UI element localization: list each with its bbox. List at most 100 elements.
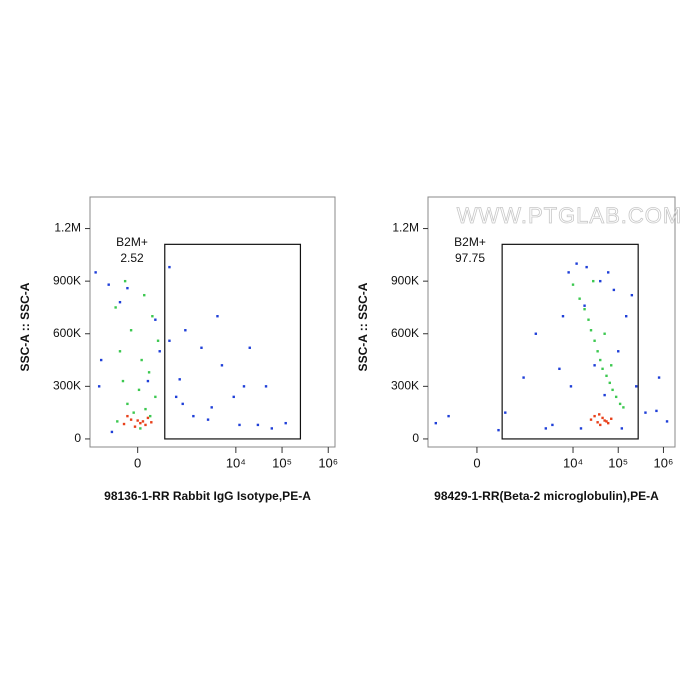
event-dot — [589, 329, 593, 332]
x-tick-label: 10⁵ — [608, 455, 628, 470]
event-dot — [129, 329, 133, 332]
event-dot — [220, 364, 224, 367]
event-dot — [612, 288, 616, 292]
event-dot — [238, 423, 241, 427]
event-dot — [264, 385, 268, 388]
gate-label: B2M+ — [116, 235, 148, 249]
event-dot — [617, 350, 620, 353]
event-dot — [620, 427, 624, 430]
y-tick-label: 1.2M — [54, 221, 81, 235]
event-dot — [614, 395, 618, 399]
x-axis-label: 98429-1-RR(Beta-2 microglobulin),PE-A — [434, 489, 659, 503]
y-tick-label: 600K — [53, 326, 81, 340]
event-dot — [132, 411, 135, 414]
event-dot — [522, 376, 525, 379]
event-dot — [569, 385, 573, 388]
y-tick-label: 900K — [53, 273, 81, 287]
event-dot — [596, 421, 599, 424]
event-dot — [139, 421, 142, 425]
event-dot — [583, 304, 586, 307]
y-axis-label: SSC-A :: SSC-A — [18, 282, 32, 371]
event-dot — [256, 423, 260, 427]
event-dot — [610, 417, 613, 420]
event-dot — [122, 422, 126, 426]
event-dot — [605, 374, 608, 378]
event-dot — [144, 407, 147, 411]
event-dot — [607, 421, 610, 425]
event-dot — [137, 388, 141, 392]
event-dot — [607, 271, 610, 274]
event-dot — [567, 271, 570, 274]
event-dot — [558, 367, 561, 371]
event-dot — [284, 421, 287, 425]
y-tick-label: 300K — [391, 379, 419, 393]
event-dot — [593, 414, 596, 418]
event-dot — [181, 402, 184, 406]
event-dot — [618, 402, 622, 406]
gate-percent: 2.52 — [120, 251, 144, 265]
y-tick-label: 1.2M — [392, 221, 419, 235]
event-dot — [210, 406, 213, 409]
event-dot — [504, 411, 507, 414]
event-dot — [184, 329, 187, 332]
event-dot — [151, 315, 154, 318]
event-dot — [561, 315, 565, 318]
event-dot — [587, 318, 590, 321]
event-dot — [168, 339, 171, 342]
event-dot — [141, 420, 145, 423]
event-dot — [665, 420, 669, 423]
event-dot — [192, 414, 195, 418]
event-dot — [599, 358, 602, 362]
event-dot — [99, 358, 103, 362]
event-dot — [121, 379, 125, 383]
event-dot — [146, 379, 150, 383]
gate-label: B2M+ — [454, 235, 486, 249]
event-dot — [248, 346, 251, 349]
event-dot — [242, 385, 246, 388]
event-dot — [630, 293, 634, 297]
x-tick-label: 10⁴ — [226, 455, 246, 470]
event-dot — [158, 350, 161, 353]
event-dot — [154, 318, 157, 321]
event-dot — [206, 418, 210, 421]
event-dot — [178, 378, 181, 381]
event-dot — [544, 427, 548, 430]
y-tick-label: 900K — [391, 273, 419, 287]
event-dot — [578, 297, 581, 300]
event-dot — [551, 423, 554, 427]
y-axis-label: SSC-A :: SSC-A — [356, 282, 370, 371]
y-tick-label: 0 — [412, 431, 419, 445]
event-dot — [149, 414, 152, 418]
event-dot — [601, 367, 604, 371]
event-dot — [139, 427, 142, 430]
x-tick-label: 0 — [134, 455, 141, 470]
x-tick-label: 0 — [473, 455, 480, 470]
event-dot — [603, 419, 606, 422]
event-dot — [644, 411, 647, 414]
points — [434, 262, 669, 432]
event-dot — [144, 423, 147, 427]
watermark: WWW.PTGLAB.COM — [457, 203, 682, 228]
event-dot — [150, 421, 153, 424]
y-tick-label: 600K — [391, 326, 419, 340]
event-dot — [156, 339, 160, 342]
event-dot — [601, 416, 604, 420]
event-dot — [168, 265, 171, 269]
x-tick-label: 10⁵ — [272, 455, 292, 470]
event-dot — [129, 418, 133, 421]
event-dot — [232, 395, 235, 399]
event-dot — [625, 315, 628, 318]
event-dot — [655, 409, 658, 413]
x-tick-label: 10⁶ — [318, 455, 338, 470]
event-dot — [126, 286, 129, 290]
y-tick-label: 0 — [74, 431, 81, 445]
event-dot — [657, 376, 661, 379]
event-dot — [143, 293, 146, 297]
event-dot — [635, 385, 638, 388]
event-dot — [599, 423, 602, 427]
points — [94, 265, 287, 434]
event-dot — [608, 381, 611, 385]
event-dot — [140, 358, 143, 362]
